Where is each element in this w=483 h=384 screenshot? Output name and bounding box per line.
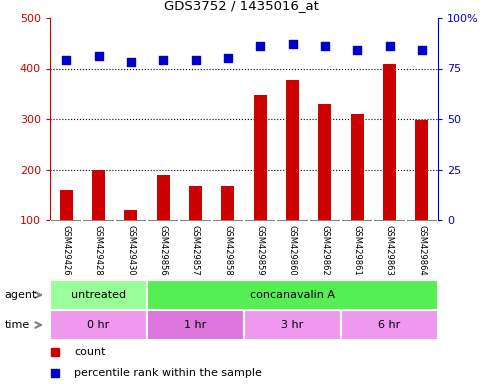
Text: GSM429862: GSM429862 — [320, 225, 329, 276]
Text: GSM429861: GSM429861 — [353, 225, 362, 276]
Text: GSM429863: GSM429863 — [385, 225, 394, 276]
Text: GSM429857: GSM429857 — [191, 225, 200, 276]
Text: time: time — [5, 320, 30, 330]
Point — [353, 47, 361, 53]
Text: GSM429864: GSM429864 — [417, 225, 426, 276]
Text: GSM429860: GSM429860 — [288, 225, 297, 276]
Text: GDS3752 / 1435016_at: GDS3752 / 1435016_at — [164, 0, 319, 12]
Text: GSM429428: GSM429428 — [94, 225, 103, 275]
Point — [192, 57, 199, 63]
Bar — [383, 65, 396, 220]
Bar — [124, 210, 137, 220]
Bar — [221, 185, 234, 220]
Bar — [147, 310, 244, 340]
Bar — [351, 114, 364, 220]
Bar — [286, 79, 299, 220]
Point — [127, 60, 135, 66]
Point — [385, 43, 393, 50]
Point — [159, 57, 167, 63]
Text: untreated: untreated — [71, 290, 126, 300]
Bar — [50, 280, 147, 310]
Point — [62, 57, 70, 63]
Text: GSM429430: GSM429430 — [127, 225, 135, 275]
Bar — [92, 169, 105, 220]
Text: GSM429426: GSM429426 — [62, 225, 71, 275]
Text: concanavalin A: concanavalin A — [250, 290, 335, 300]
Bar — [50, 310, 147, 340]
Bar — [318, 104, 331, 220]
Point — [256, 43, 264, 50]
Point — [95, 53, 102, 60]
Text: 1 hr: 1 hr — [185, 320, 207, 330]
Text: count: count — [74, 347, 106, 358]
Point — [321, 43, 329, 50]
Bar — [156, 175, 170, 220]
Text: GSM429859: GSM429859 — [256, 225, 265, 275]
Bar — [60, 190, 72, 220]
Bar — [341, 310, 438, 340]
Bar — [415, 120, 428, 220]
Text: percentile rank within the sample: percentile rank within the sample — [74, 368, 262, 378]
Point — [418, 47, 426, 53]
Bar — [147, 280, 438, 310]
Bar — [254, 95, 267, 220]
Point — [289, 41, 297, 47]
Text: 6 hr: 6 hr — [378, 320, 400, 330]
Text: GSM429858: GSM429858 — [223, 225, 232, 276]
Text: GSM429856: GSM429856 — [159, 225, 168, 276]
Text: 3 hr: 3 hr — [282, 320, 304, 330]
Bar — [244, 310, 341, 340]
Point — [224, 55, 232, 61]
Text: 0 hr: 0 hr — [87, 320, 110, 330]
Text: agent: agent — [5, 290, 37, 300]
Bar — [189, 185, 202, 220]
